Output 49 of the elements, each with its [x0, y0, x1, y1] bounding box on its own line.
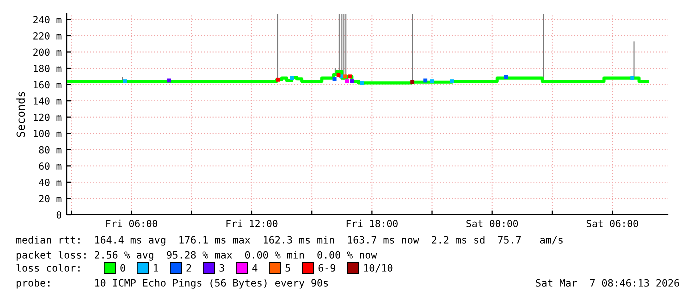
y-tick-label: 180 m	[34, 65, 62, 72]
x-tick-label: Fri 12:00	[226, 220, 278, 228]
y-tick-label: 160 m	[34, 81, 62, 89]
legend-label: 5	[286, 264, 290, 272]
y-tick-label: 240 m	[34, 16, 62, 24]
point	[336, 73, 341, 77]
point	[430, 80, 434, 84]
text: probe: 10 ICMP Echo Pings (56 Bytes) every 90s	[16, 279, 328, 289]
y-tick-label: 60 m	[39, 162, 62, 170]
y-axis-title: Seconds	[16, 92, 26, 138]
x-tick-label: Fri 06:00	[106, 220, 158, 228]
text: median rtt: 164.4 ms avg 176.1 ms max 162.3 ms min 163.7 ms now 2.2 ms sd 75.7 am/s	[16, 236, 563, 246]
point	[332, 77, 337, 82]
legend-label: 0	[120, 264, 126, 272]
y-tick-label: 0	[56, 212, 62, 219]
point	[424, 78, 428, 83]
legend-label: 3	[220, 264, 224, 272]
point	[290, 76, 294, 80]
point	[167, 78, 172, 83]
legend-label: 4	[252, 264, 258, 272]
y-tick-label: 140 m	[34, 98, 62, 105]
point	[348, 74, 352, 79]
point	[123, 80, 128, 84]
x-tick-label: Sat 06:00	[586, 220, 638, 228]
text: Sat Mar 7 08:46:13 2026	[536, 279, 680, 287]
y-tick-label: 120 m	[34, 114, 62, 122]
x-tick-label: Fri 18:00	[346, 220, 398, 228]
point	[276, 78, 280, 82]
point	[344, 74, 348, 79]
point	[450, 80, 454, 84]
legend-label: 1	[154, 264, 158, 272]
y-tick-label: 80 m	[39, 146, 62, 154]
point	[360, 81, 364, 86]
legend-label: 2	[186, 264, 192, 272]
point	[410, 80, 415, 84]
point	[504, 76, 508, 80]
point	[345, 80, 350, 84]
y-tick-label: 200 m	[34, 48, 62, 56]
text: packet loss: 2.56 % avg 95.28 % max 0.00 % min 0.00 % now	[16, 251, 378, 261]
legend-label: 10/10	[364, 264, 393, 273]
y-tick-label: 40 m	[39, 178, 62, 186]
y-tick-label: 100 m	[34, 130, 62, 138]
y-tick-label: 220 m	[34, 32, 62, 40]
x-tick-label: Sat 00:00	[466, 220, 518, 228]
legend-title: loss color:	[16, 264, 80, 272]
point	[630, 76, 635, 80]
point	[350, 80, 354, 84]
legend-label: 6-9	[318, 264, 336, 272]
y-tick-label: 20 m	[39, 195, 62, 203]
